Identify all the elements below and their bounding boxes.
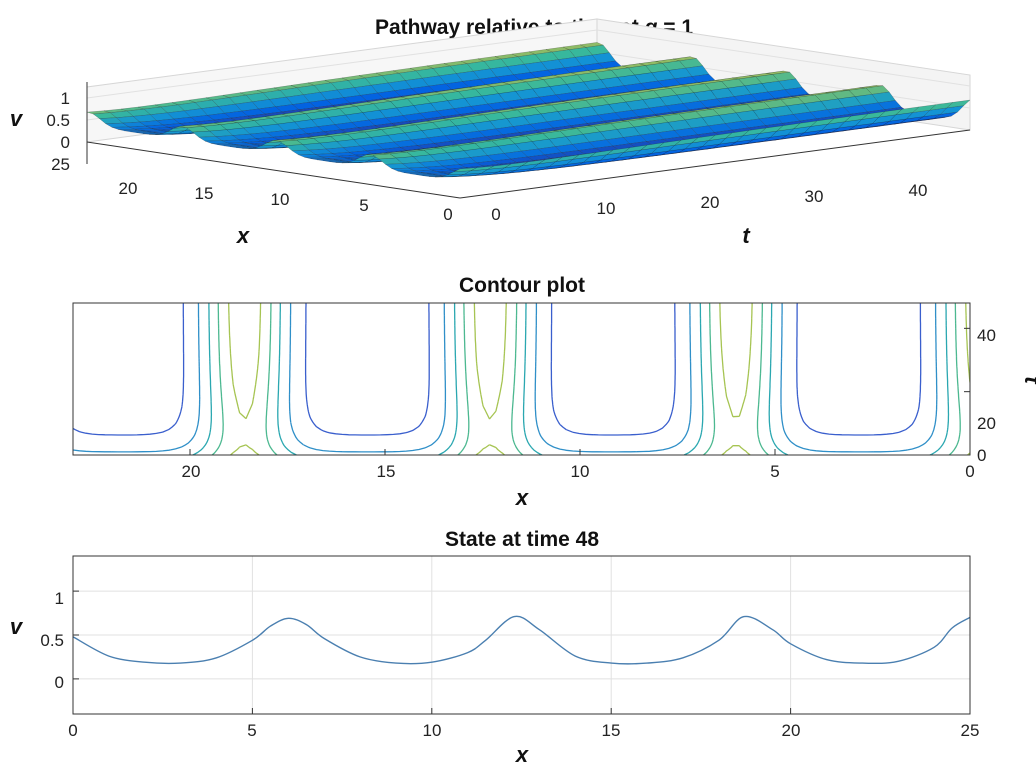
x-tick-label: 10 [271, 190, 290, 209]
state-y-tick-label: 1 [55, 589, 64, 608]
contour-level-1 [73, 303, 922, 436]
x-tick-label: 25 [51, 155, 70, 174]
z-tick-label: 0.5 [46, 111, 70, 130]
state-x-tick-label: 10 [423, 721, 442, 740]
contour-level-5 [228, 303, 970, 455]
contour-y-axis-label: t [1020, 376, 1036, 385]
surface-z-ticks: 1 0.5 0 [46, 89, 70, 152]
state-grid [72, 556, 971, 714]
x-tick-label: 20 [119, 179, 138, 198]
contour-frame [72, 302, 971, 456]
t-tick-label: 20 [701, 193, 720, 212]
state-y-tick-label: 0 [55, 673, 64, 692]
surface-panel: Pathway relative to time at g = 1 1 0.5 … [10, 16, 971, 248]
contour-y-tick-label: 0 [977, 446, 986, 465]
contour-y-tick-label: 20 [977, 414, 996, 433]
state-x-axis-label: x [515, 742, 529, 767]
contour-y-tick-label: 40 [977, 326, 996, 345]
contour-x-tick-label: 20 [182, 462, 201, 481]
state-x-tick-label: 5 [247, 721, 256, 740]
x-tick-label: 0 [443, 205, 452, 224]
contour-lines [73, 303, 970, 455]
state-panel: State at time 48 0 5 10 15 20 25 1 0.5 0… [10, 528, 980, 767]
surface-x-axis [86, 141, 461, 199]
state-x-tick-label: 0 [68, 721, 77, 740]
state-y-ticks: 1 0.5 0 [40, 589, 64, 692]
t-tick-label: 30 [805, 187, 824, 206]
x-tick-label: 5 [359, 196, 368, 215]
z-tick-label: 0 [61, 133, 70, 152]
state-x-ticks: 0 5 10 15 20 25 [68, 721, 979, 740]
t-tick-label: 40 [909, 181, 928, 200]
state-x-tick-label: 25 [961, 721, 980, 740]
surface-mesh [86, 42, 971, 178]
state-x-tick-label: 15 [602, 721, 621, 740]
contour-level-4 [211, 303, 961, 455]
x-tick-label: 15 [195, 184, 214, 203]
contour-level-3 [192, 303, 950, 455]
contour-x-tick-label: 10 [571, 462, 590, 481]
surface-x-ticks: 25 20 15 10 5 0 [51, 155, 453, 224]
z-tick-label: 1 [61, 89, 70, 108]
surface-axes [86, 82, 971, 199]
surface-z-axis-label: v [10, 106, 24, 131]
contour-y-ticks: 0 20 40 [964, 326, 996, 465]
state-series-line [72, 615, 971, 665]
contour-x-axis-label: x [515, 485, 529, 510]
contour-x-ticks: 20 15 10 5 0 [182, 449, 975, 481]
state-title: State at time 48 [445, 528, 599, 551]
state-frame [72, 555, 971, 715]
state-x-tick-label: 20 [782, 721, 801, 740]
t-tick-label: 10 [597, 199, 616, 218]
surface-t-axis-label: t [742, 223, 751, 248]
t-tick-label: 0 [491, 205, 500, 224]
surface-x-axis-label: x [236, 223, 250, 248]
surface-gridline [86, 29, 598, 99]
contour-x-tick-label: 15 [377, 462, 396, 481]
state-y-tick-label: 0.5 [40, 631, 64, 650]
surface-t-ticks: 0 10 20 30 40 [491, 181, 927, 224]
state-y-axis-label: v [10, 614, 24, 639]
contour-title: Contour plot [459, 274, 585, 297]
surface-gridline [596, 29, 971, 87]
contour-x-tick-label: 5 [770, 462, 779, 481]
contour-level-2 [73, 303, 938, 453]
contour-panel: Contour plot 20 15 10 5 0 0 20 40 x t [72, 274, 1036, 510]
surface-t-axis [459, 129, 971, 199]
surface-patch [946, 99, 971, 109]
contour-x-tick-label: 0 [965, 462, 974, 481]
